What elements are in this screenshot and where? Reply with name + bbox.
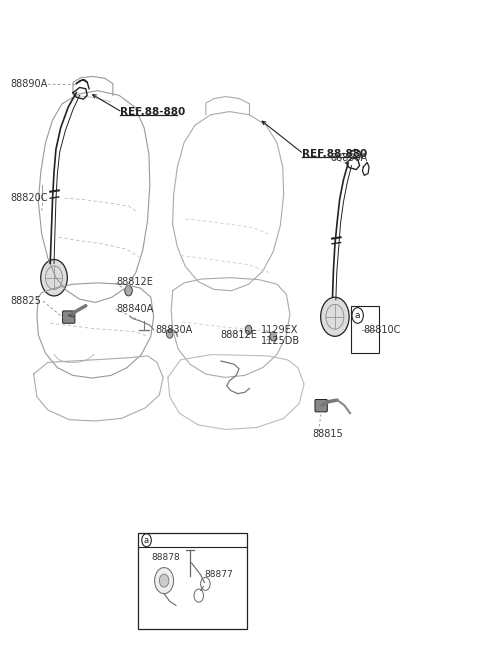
- Circle shape: [125, 286, 132, 296]
- Bar: [350, 306, 379, 353]
- Circle shape: [167, 329, 173, 338]
- Text: 88820C: 88820C: [10, 193, 48, 203]
- Text: REF.88-880: REF.88-880: [120, 107, 186, 117]
- Circle shape: [155, 568, 174, 594]
- Text: REF.88-880: REF.88-880: [301, 149, 367, 159]
- Text: 88812E: 88812E: [220, 330, 257, 340]
- Text: 1125DB: 1125DB: [261, 336, 300, 346]
- FancyBboxPatch shape: [62, 311, 75, 323]
- Text: 1129EX: 1129EX: [261, 325, 298, 335]
- Circle shape: [321, 297, 349, 336]
- Circle shape: [41, 260, 67, 296]
- Text: a: a: [144, 535, 149, 545]
- Text: a: a: [355, 311, 360, 320]
- Circle shape: [270, 332, 276, 341]
- Text: 88877: 88877: [204, 570, 233, 579]
- Circle shape: [159, 574, 169, 587]
- Text: 88825: 88825: [10, 296, 41, 306]
- Text: 88890A: 88890A: [10, 79, 47, 89]
- Bar: [138, 533, 247, 629]
- Text: 88878: 88878: [151, 553, 180, 562]
- Circle shape: [245, 325, 252, 334]
- Text: 88815: 88815: [312, 429, 343, 439]
- Text: 88890A: 88890A: [330, 153, 367, 163]
- FancyBboxPatch shape: [315, 399, 327, 412]
- Text: 88810C: 88810C: [363, 325, 401, 335]
- Text: 88830A: 88830A: [156, 325, 193, 336]
- Text: 88812E: 88812E: [117, 277, 154, 286]
- Text: 88840A: 88840A: [117, 304, 154, 314]
